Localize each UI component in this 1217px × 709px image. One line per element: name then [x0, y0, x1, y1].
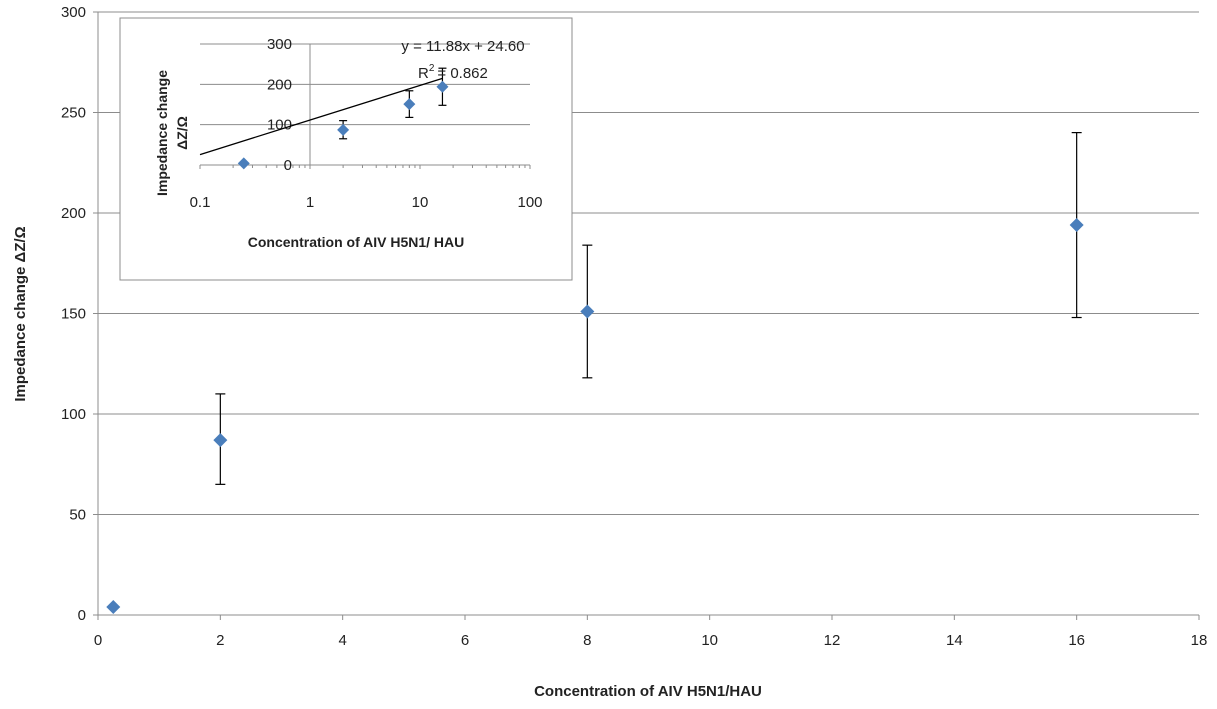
main-x-tick-label: 12 [824, 632, 841, 649]
inset-x-tick-labels: 0.1 1 10 100 [190, 194, 543, 211]
main-data-point [213, 433, 228, 448]
main-x-tick-label: 8 [583, 632, 591, 649]
inset-x-tick-label: 100 [517, 194, 542, 211]
main-y-tick-label: 250 [61, 105, 86, 122]
main-x-tick-labels: 0 2 4 6 8 10 12 14 16 18 [94, 632, 1208, 649]
inset-trendline-line [199, 77, 443, 156]
inset-y-tick-label: 200 [267, 76, 292, 93]
r-squared-r: R [418, 65, 429, 82]
main-x-tick-label: 2 [216, 632, 224, 649]
inset-data-point [337, 123, 350, 136]
main-x-tick-label: 10 [701, 632, 718, 649]
main-y-tick-label: 100 [61, 406, 86, 423]
inset-y-axis-title-line1: Impedance change [154, 70, 170, 196]
main-data-point [106, 599, 121, 614]
inset-y-tick-labels: 0 100 200 300 [267, 36, 292, 174]
r-squared-label: R2 = 0.862 [418, 63, 488, 82]
r-squared-value: = 0.862 [437, 65, 487, 82]
main-x-tick-label: 16 [1068, 632, 1085, 649]
main-y-tick-label: 200 [61, 205, 86, 222]
main-y-tick-labels: 0 50 100 150 200 250 300 [61, 4, 86, 624]
main-x-axis-title: Concentration of AIV H5N1/HAU [534, 683, 762, 700]
inset-data-point [237, 157, 250, 170]
main-x-tick-label: 18 [1191, 632, 1208, 649]
inset-data-point [403, 98, 416, 111]
inset-x-tick-label: 1 [306, 194, 314, 211]
main-data-points [106, 218, 1084, 614]
main-x-tick-label: 14 [946, 632, 963, 649]
main-y-axis-title: Impedance change ΔZ/Ω [12, 226, 29, 401]
inset-x-axis-title: Concentration of AIV H5N1/ HAU [248, 234, 465, 250]
inset-y-tick-label: 0 [284, 157, 292, 174]
inset-frame [119, 17, 573, 281]
main-x-tick-label: 4 [338, 632, 346, 649]
main-x-tick-label: 6 [461, 632, 469, 649]
r-squared-superscript: 2 [429, 63, 435, 74]
inset-axes [199, 44, 531, 169]
main-y-tick-label: 0 [78, 607, 86, 624]
inset-y-axis-title-line2: ΔZ/Ω [174, 116, 190, 150]
main-y-tick-label: 300 [61, 4, 86, 21]
main-x-tick-label: 0 [94, 632, 102, 649]
main-axes [93, 11, 1200, 620]
inset-data-point [436, 80, 449, 93]
main-data-point [580, 304, 595, 319]
inset-x-tick-label: 10 [412, 194, 429, 211]
trendline-equation: y = 11.88x + 24.60 [401, 38, 524, 55]
inset-gridlines [200, 43, 530, 126]
inset-data-points [237, 80, 449, 170]
inset-y-tick-label: 100 [267, 117, 292, 134]
main-y-tick-label: 50 [69, 507, 86, 524]
main-y-tick-label: 150 [61, 306, 86, 323]
inset-trendline [199, 77, 443, 156]
main-data-point [1069, 218, 1084, 233]
inset-x-tick-label: 0.1 [190, 194, 211, 211]
inset-y-tick-label: 300 [267, 36, 292, 53]
